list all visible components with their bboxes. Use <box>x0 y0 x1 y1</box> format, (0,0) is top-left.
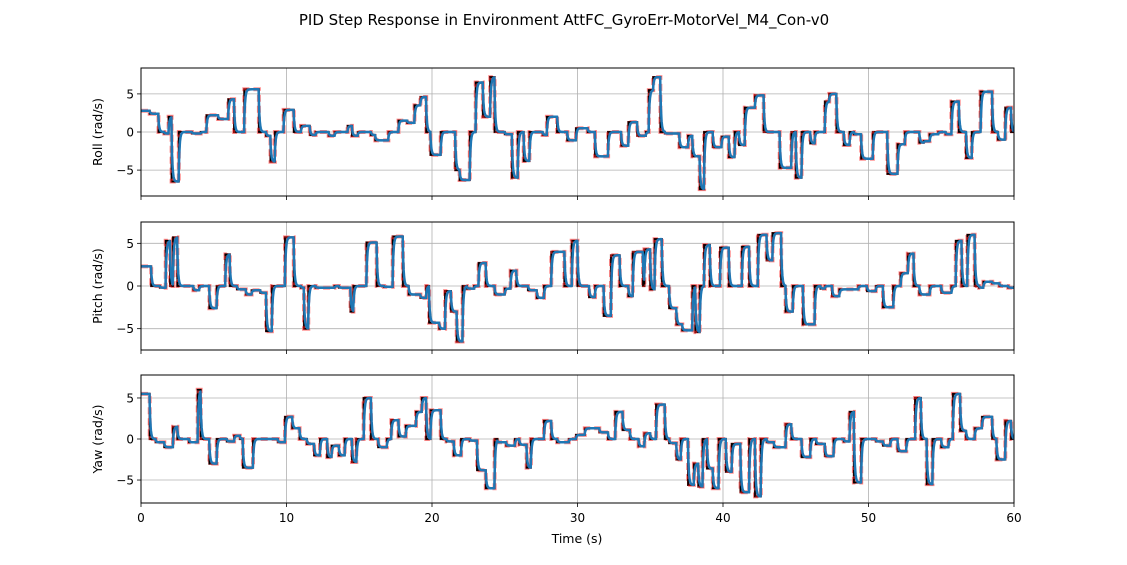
x-tick-label: 50 <box>861 511 876 525</box>
x-tick-label: 30 <box>570 511 585 525</box>
x-tick-label: 0 <box>137 511 145 525</box>
pitch-y-tick-label: 5 <box>126 237 134 251</box>
yaw-y-tick-label: 0 <box>126 433 134 447</box>
pitch-response-line <box>141 231 1014 343</box>
roll-y-tick-label: −5 <box>116 164 134 178</box>
pitch-y-tick-label: −5 <box>116 322 134 336</box>
x-tick-label: 40 <box>715 511 730 525</box>
yaw-series-group <box>141 387 1014 499</box>
pitch-y-axis-label: Pitch (rad/s) <box>90 248 105 324</box>
chart-title: PID Step Response in Environment AttFC_G… <box>299 11 829 30</box>
yaw-y-tick-label: 5 <box>126 391 134 405</box>
x-tick-label: 20 <box>424 511 439 525</box>
x-tick-label: 60 <box>1006 511 1021 525</box>
pitch-series-group <box>141 231 1014 344</box>
pitch-panel: −5 0 5 Pitch (rad/s) <box>90 221 1015 354</box>
roll-response-line <box>141 75 1014 191</box>
yaw-response-line <box>141 390 1014 498</box>
roll-y-axis-label: Roll (rad/s) <box>90 98 105 166</box>
yaw-y-tick-label: −5 <box>116 474 134 488</box>
x-tick-label: 10 <box>279 511 294 525</box>
roll-y-tick-label: 5 <box>126 87 134 101</box>
pitch-y-tick-label: 0 <box>126 280 134 294</box>
yaw-y-axis-label: Yaw (rad/s) <box>90 405 105 475</box>
roll-series-group <box>141 75 1014 192</box>
roll-y-tick-label: 0 <box>126 126 134 140</box>
roll-panel: −5 0 5 Roll (rad/s) <box>90 67 1015 200</box>
x-axis-label: Time (s) <box>551 531 603 546</box>
